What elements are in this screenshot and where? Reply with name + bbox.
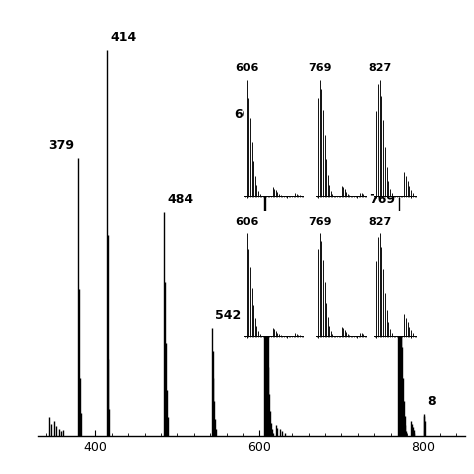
Text: 769: 769 [369, 193, 395, 206]
Text: 379: 379 [48, 139, 74, 152]
Text: 606: 606 [234, 108, 260, 121]
Text: 8: 8 [427, 395, 436, 408]
Text: 484: 484 [167, 193, 194, 206]
Text: 414: 414 [110, 31, 137, 44]
Text: 542: 542 [215, 309, 241, 322]
